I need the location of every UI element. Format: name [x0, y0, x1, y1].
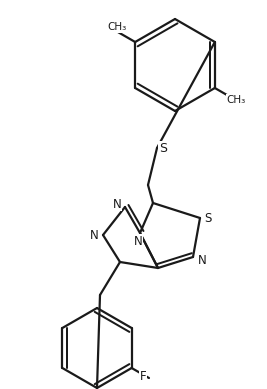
Text: CH₃: CH₃ [108, 22, 127, 32]
Text: N: N [90, 228, 98, 242]
Text: S: S [204, 212, 212, 224]
Text: N: N [113, 198, 121, 210]
Text: N: N [198, 254, 206, 266]
Text: N: N [134, 235, 142, 247]
Text: S: S [159, 142, 167, 154]
Text: CH₃: CH₃ [226, 95, 245, 105]
Text: F: F [140, 370, 146, 382]
